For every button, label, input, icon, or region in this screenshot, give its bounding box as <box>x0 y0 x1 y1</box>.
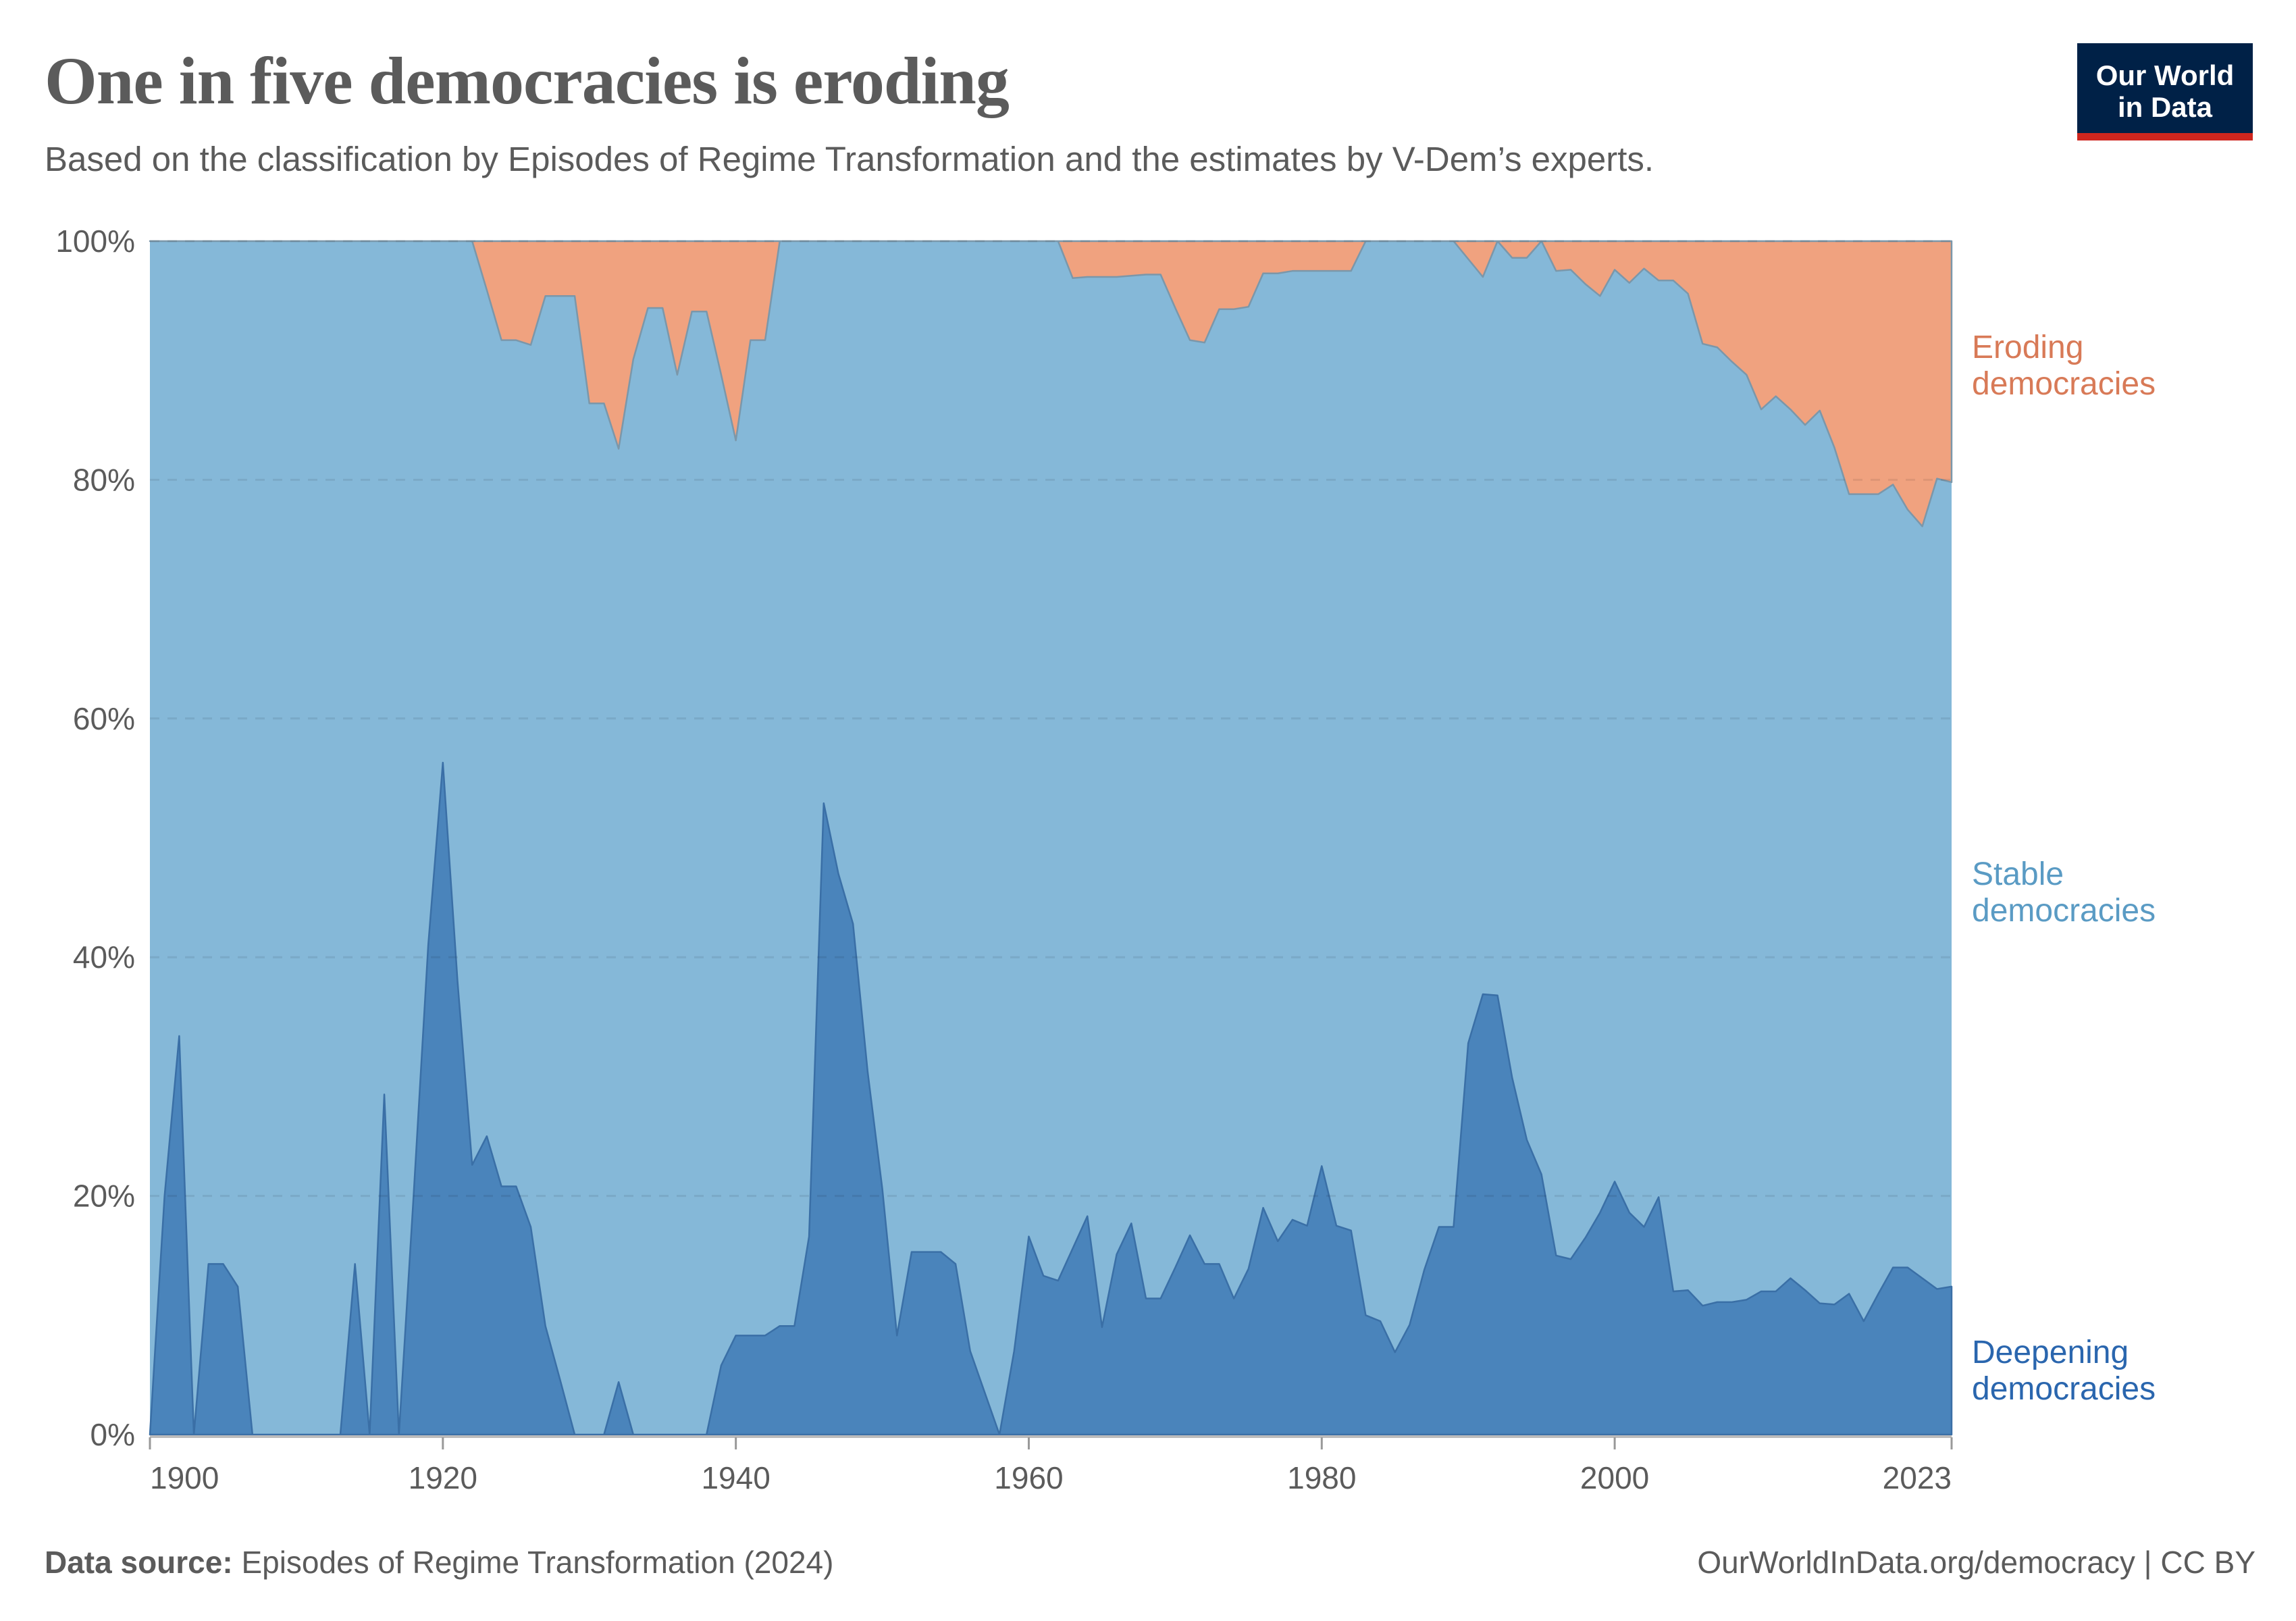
y-tick-label: 0% <box>90 1417 135 1452</box>
x-tick-label: 2023 <box>1883 1460 1952 1495</box>
deepening-democracies-area <box>149 761 1953 1436</box>
logo-line-1: Our World <box>2095 59 2235 91</box>
x-tick-label: 2000 <box>1580 1460 1649 1495</box>
x-tick-label: 1960 <box>994 1460 1063 1495</box>
chart-title: One in five democracies is eroding <box>45 43 1010 118</box>
y-tick-label: 80% <box>73 462 135 497</box>
data-source: Data source: Episodes of Regime Transfor… <box>45 1544 833 1580</box>
x-tick-label: 1980 <box>1287 1460 1356 1495</box>
label-stable-democracies-line: democracies <box>1972 893 2156 929</box>
area-layer <box>149 240 1953 1436</box>
x-tick-label: 1940 <box>701 1460 770 1495</box>
axes: 0% 20% 40% 60% 80% 100% 1900 1920 1940 1960 1980 20… <box>55 224 1953 1495</box>
x-tick-label: 1920 <box>409 1460 477 1495</box>
chart-subtitle: Based on the classification by Episodes … <box>45 140 1654 178</box>
y-tick-label: 40% <box>73 940 135 975</box>
y-tick-label: 60% <box>73 701 135 736</box>
y-tick-label: 20% <box>73 1179 135 1214</box>
data-source-label: Data source: <box>45 1545 233 1580</box>
label-stable-democracies-line: Stable <box>1972 856 2064 892</box>
data-source-text: Episodes of Regime Transformation (2024) <box>241 1545 834 1580</box>
gridlines <box>150 240 1952 1198</box>
label-eroding-democracies-line: Eroding <box>1972 330 2083 365</box>
label-eroding-democracies-line: democracies <box>1972 366 2156 402</box>
label-deepening-democracies-line: Deepening <box>1972 1335 2129 1370</box>
series-labels: ErodingdemocraciesStabledemocraciesDeepe… <box>1972 330 2156 1407</box>
logo-accent-bar <box>2077 133 2253 140</box>
x-tick-label: 1900 <box>150 1460 219 1495</box>
logo-line-2: in Data <box>2117 91 2213 123</box>
y-tick-label: 100% <box>55 224 135 259</box>
owid-logo[interactable]: Our World in Data <box>2077 43 2253 140</box>
credit-link[interactable]: OurWorldInData.org/democracy | CC BY <box>1697 1545 2255 1580</box>
eroding-democracies-area <box>149 240 1953 528</box>
label-deepening-democracies-line: democracies <box>1972 1371 2156 1407</box>
